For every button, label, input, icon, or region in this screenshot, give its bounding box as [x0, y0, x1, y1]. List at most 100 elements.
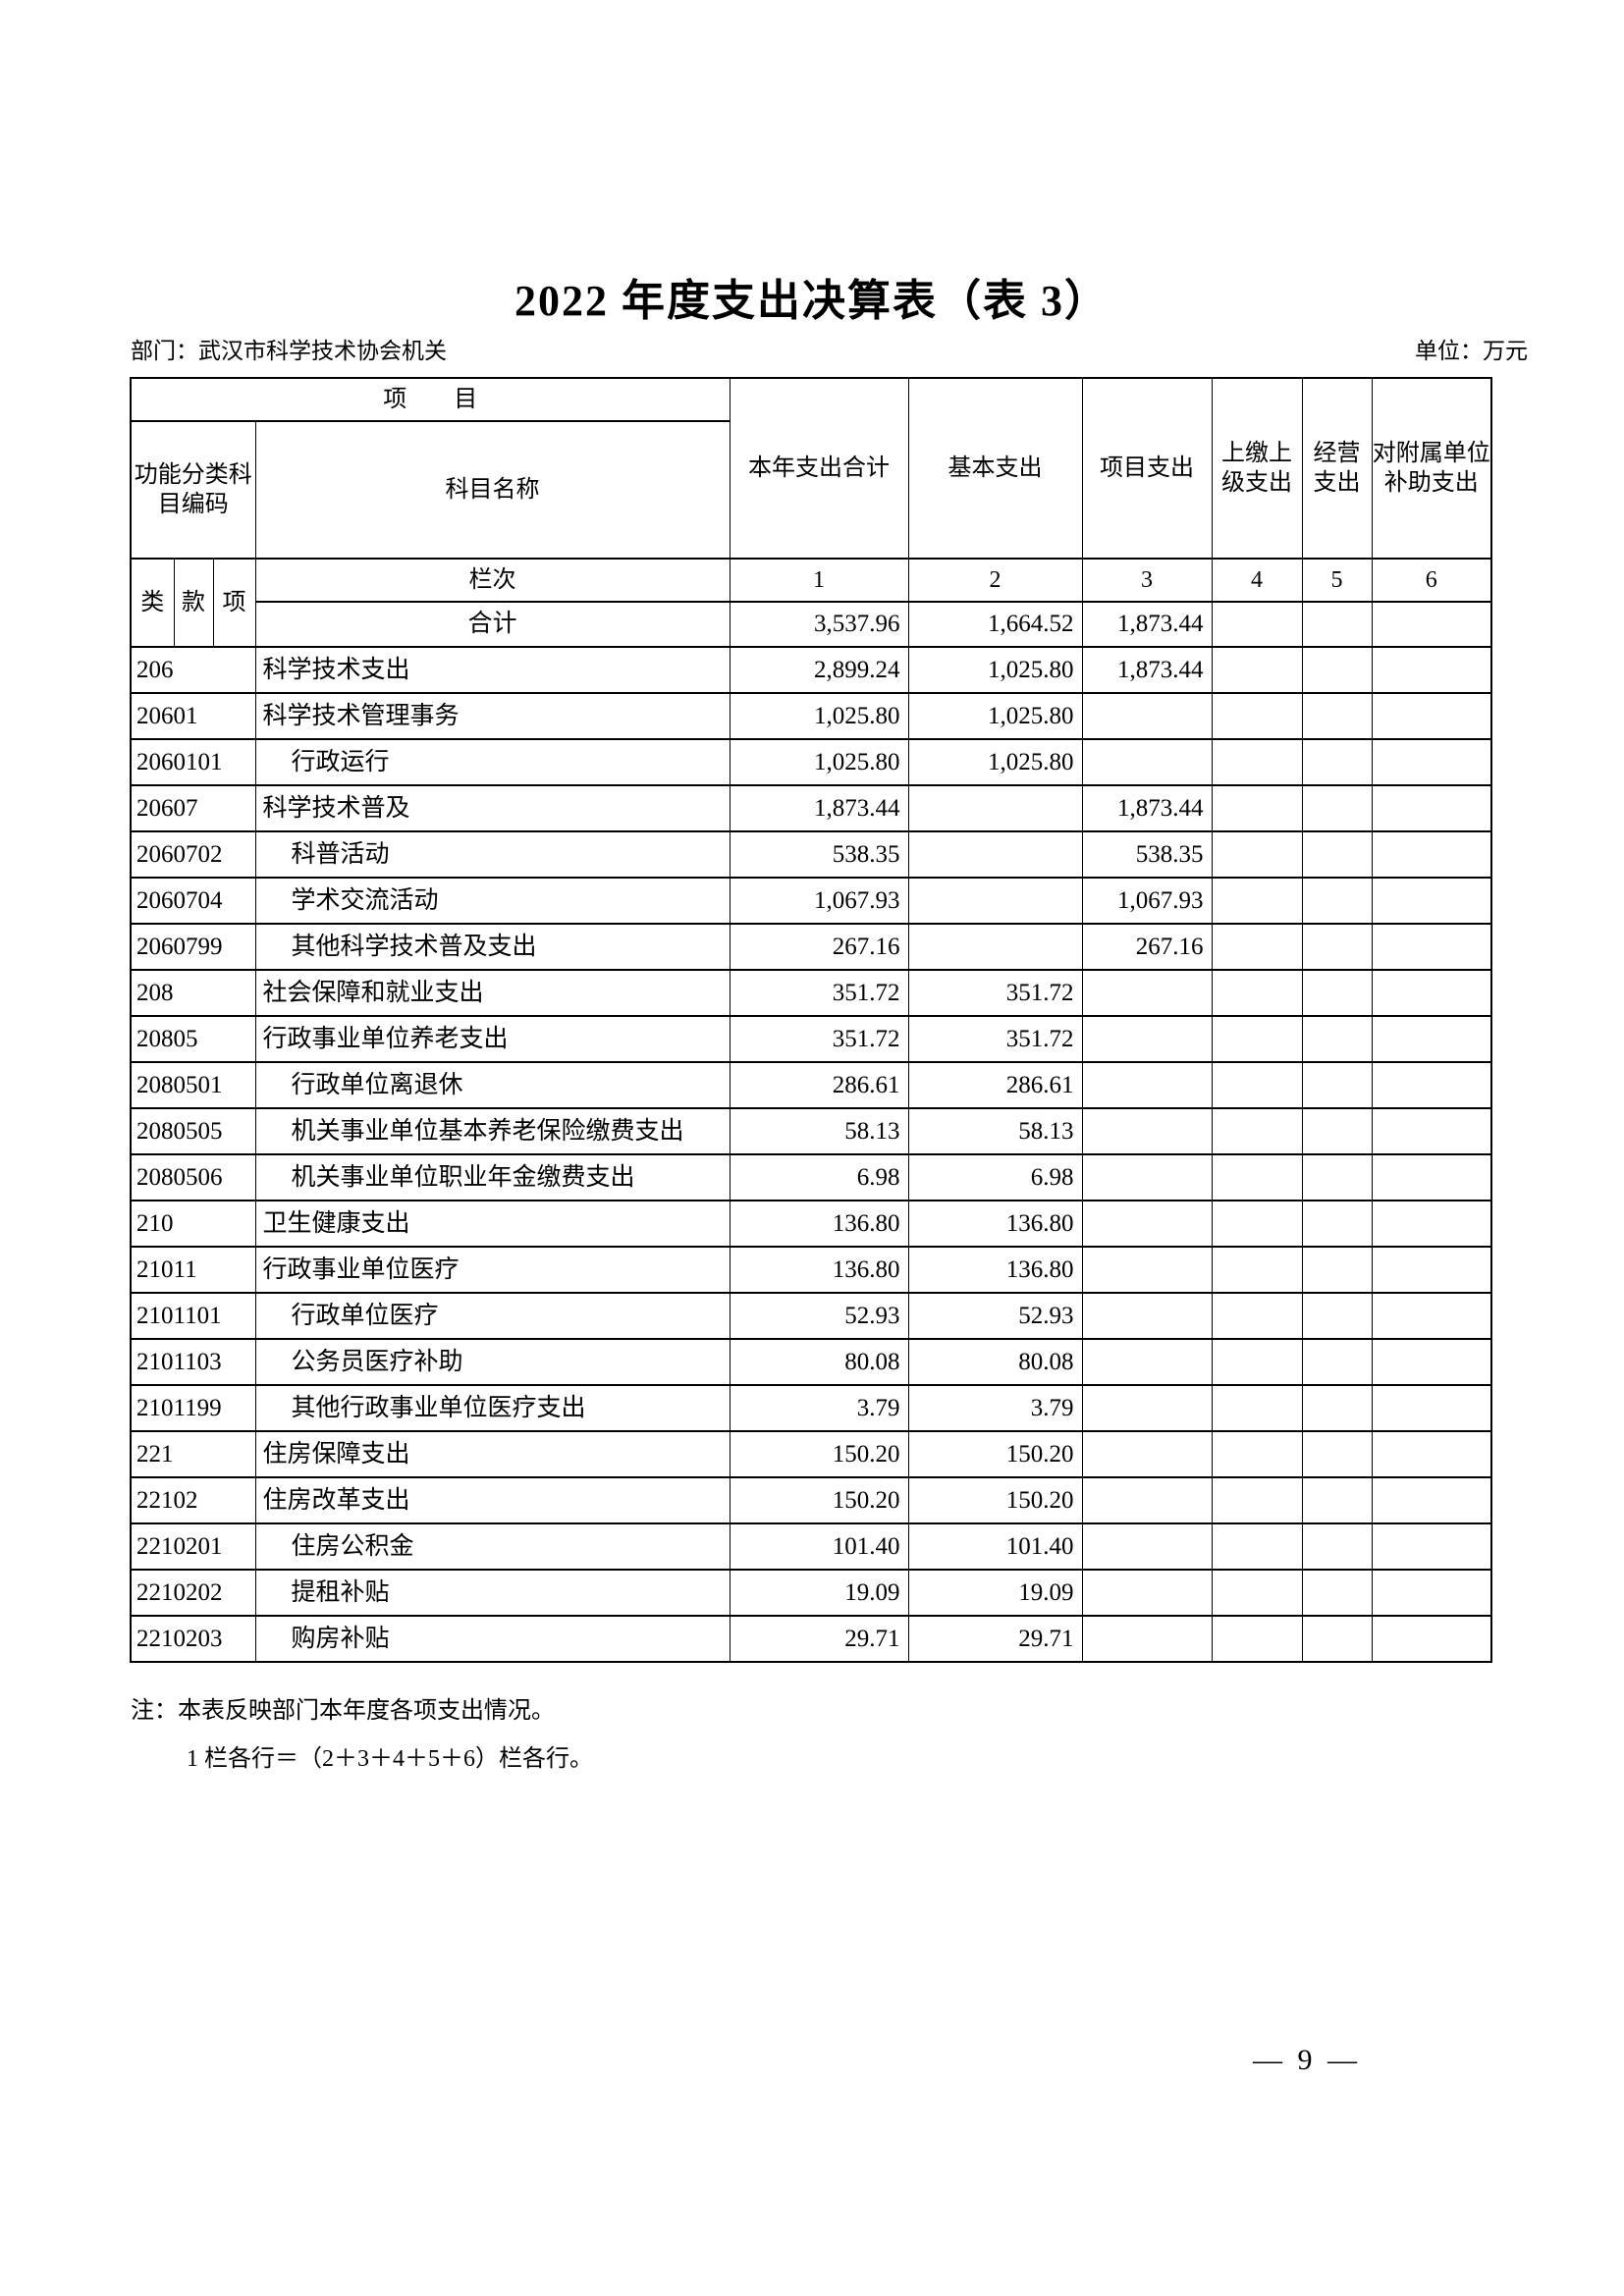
value-column-header-project: 项目支出 [1081, 377, 1213, 560]
row-value: 52.93 [729, 1292, 909, 1340]
row-value [1301, 784, 1373, 832]
row-value [1371, 923, 1492, 971]
row-value [1211, 1292, 1303, 1340]
row-value: 29.71 [907, 1615, 1083, 1663]
row-value [1371, 1061, 1492, 1109]
row-value [1301, 830, 1373, 879]
table-body: 项 目 本年支出合计 基本支出 项目支出 上缴上级支出 经营支出 对附属单位补助… [130, 377, 1492, 1663]
row-value [1081, 1615, 1213, 1663]
expenditure-table: 项 目 本年支出合计 基本支出 项目支出 上缴上级支出 经营支出 对附属单位补助… [130, 377, 1492, 1663]
row-value: 351.72 [729, 969, 909, 1017]
table-row: 206 科学技术支出 2,899.24 1,025.80 1,873.44 [130, 646, 1492, 694]
class-col-header: 类 [130, 558, 175, 648]
row-value [1301, 969, 1373, 1017]
row-value [1371, 1015, 1492, 1063]
row-value: 351.72 [729, 1015, 909, 1063]
row-value: 29.71 [729, 1615, 909, 1663]
row-value: 136.80 [729, 1246, 909, 1294]
row-name: 行政单位离退休 [254, 1061, 731, 1109]
row-value [1211, 1476, 1303, 1524]
row-value [1211, 830, 1303, 879]
total-value: 1,873.44 [1081, 601, 1213, 648]
lanci-number-1: 1 [729, 558, 909, 603]
row-value [1371, 1338, 1492, 1386]
row-value [1081, 1292, 1213, 1340]
total-value: 1,664.52 [907, 601, 1083, 648]
table-row: 20607 科学技术普及 1,873.44 1,873.44 [130, 784, 1492, 832]
row-value: 2,899.24 [729, 646, 909, 694]
row-value: 136.80 [907, 1200, 1083, 1248]
row-value [1211, 1430, 1303, 1478]
row-code: 2080506 [130, 1153, 256, 1201]
row-value: 19.09 [729, 1569, 909, 1617]
project-header-row: 项 目 本年支出合计 基本支出 项目支出 上缴上级支出 经营支出 对附属单位补助… [130, 377, 1492, 560]
total-label: 合计 [254, 601, 731, 648]
lanci-number-5: 5 [1301, 558, 1373, 603]
row-value [1301, 1430, 1373, 1478]
row-name: 科普活动 [254, 830, 731, 879]
row-name: 卫生健康支出 [254, 1200, 731, 1248]
row-value [1301, 1522, 1373, 1571]
row-name: 其他行政事业单位医疗支出 [254, 1384, 731, 1432]
row-value [1211, 784, 1303, 832]
table-row: 2101103 公务员医疗补助 80.08 80.08 [130, 1338, 1492, 1386]
row-value [1371, 1107, 1492, 1155]
row-value [1371, 1615, 1492, 1663]
row-value [1371, 784, 1492, 832]
row-code: 2210203 [130, 1615, 256, 1663]
table-row: 2210201 住房公积金 101.40 101.40 [130, 1522, 1492, 1571]
row-code: 2080505 [130, 1107, 256, 1155]
row-value [1371, 969, 1492, 1017]
column-index-row: 类 款 项 栏次 1 2 3 4 5 6 [130, 558, 1492, 648]
row-value: 101.40 [729, 1522, 909, 1571]
row-name: 社会保障和就业支出 [254, 969, 731, 1017]
row-code: 20607 [130, 784, 256, 832]
row-value: 351.72 [907, 969, 1083, 1017]
row-value [907, 784, 1083, 832]
row-value [1211, 1246, 1303, 1294]
row-value: 136.80 [729, 1200, 909, 1248]
row-code: 2101199 [130, 1384, 256, 1432]
row-name: 机关事业单位基本养老保险缴费支出 [254, 1107, 731, 1155]
row-value [1301, 1153, 1373, 1201]
row-value: 1,025.80 [907, 692, 1083, 740]
row-value [1371, 1476, 1492, 1524]
note-line: 1 栏各行＝（2＋3＋4＋5＋6）栏各行。 [187, 1746, 593, 1772]
row-value [1081, 1522, 1213, 1571]
row-value: 58.13 [907, 1107, 1083, 1155]
row-value [1081, 692, 1213, 740]
row-value [1211, 646, 1303, 694]
row-value [1211, 1061, 1303, 1109]
table-row: 20805 行政事业单位养老支出 351.72 351.72 [130, 1015, 1492, 1063]
table-row: 2080501 行政单位离退休 286.61 286.61 [130, 1061, 1492, 1109]
row-value [1371, 646, 1492, 694]
row-name: 机关事业单位职业年金缴费支出 [254, 1153, 731, 1201]
row-value [1081, 1569, 1213, 1617]
row-value: 150.20 [907, 1430, 1083, 1478]
row-value [1211, 1153, 1303, 1201]
row-value: 1,025.80 [729, 692, 909, 740]
row-value [1301, 1476, 1373, 1524]
row-value [1081, 1200, 1213, 1248]
row-value: 1,025.80 [729, 738, 909, 786]
table-row: 2080506 机关事业单位职业年金缴费支出 6.98 6.98 [130, 1153, 1492, 1201]
row-value: 150.20 [729, 1430, 909, 1478]
value-column-header-operating: 经营支出 [1301, 377, 1373, 560]
row-value [1301, 1246, 1373, 1294]
total-value [1211, 601, 1303, 648]
page-number: — 9 — [1253, 2044, 1361, 2076]
row-value [1301, 1015, 1373, 1063]
row-value [1301, 692, 1373, 740]
row-value [1371, 1522, 1492, 1571]
row-value: 80.08 [907, 1338, 1083, 1386]
row-value [1371, 1246, 1492, 1294]
row-value [1371, 1430, 1492, 1478]
row-value [1211, 923, 1303, 971]
function-code-header: 功能分类科目编码 [130, 420, 256, 560]
row-value [907, 877, 1083, 925]
table-row: 2080505 机关事业单位基本养老保险缴费支出 58.13 58.13 [130, 1107, 1492, 1155]
row-value: 19.09 [907, 1569, 1083, 1617]
row-code: 2060702 [130, 830, 256, 879]
row-value: 1,873.44 [1081, 784, 1213, 832]
